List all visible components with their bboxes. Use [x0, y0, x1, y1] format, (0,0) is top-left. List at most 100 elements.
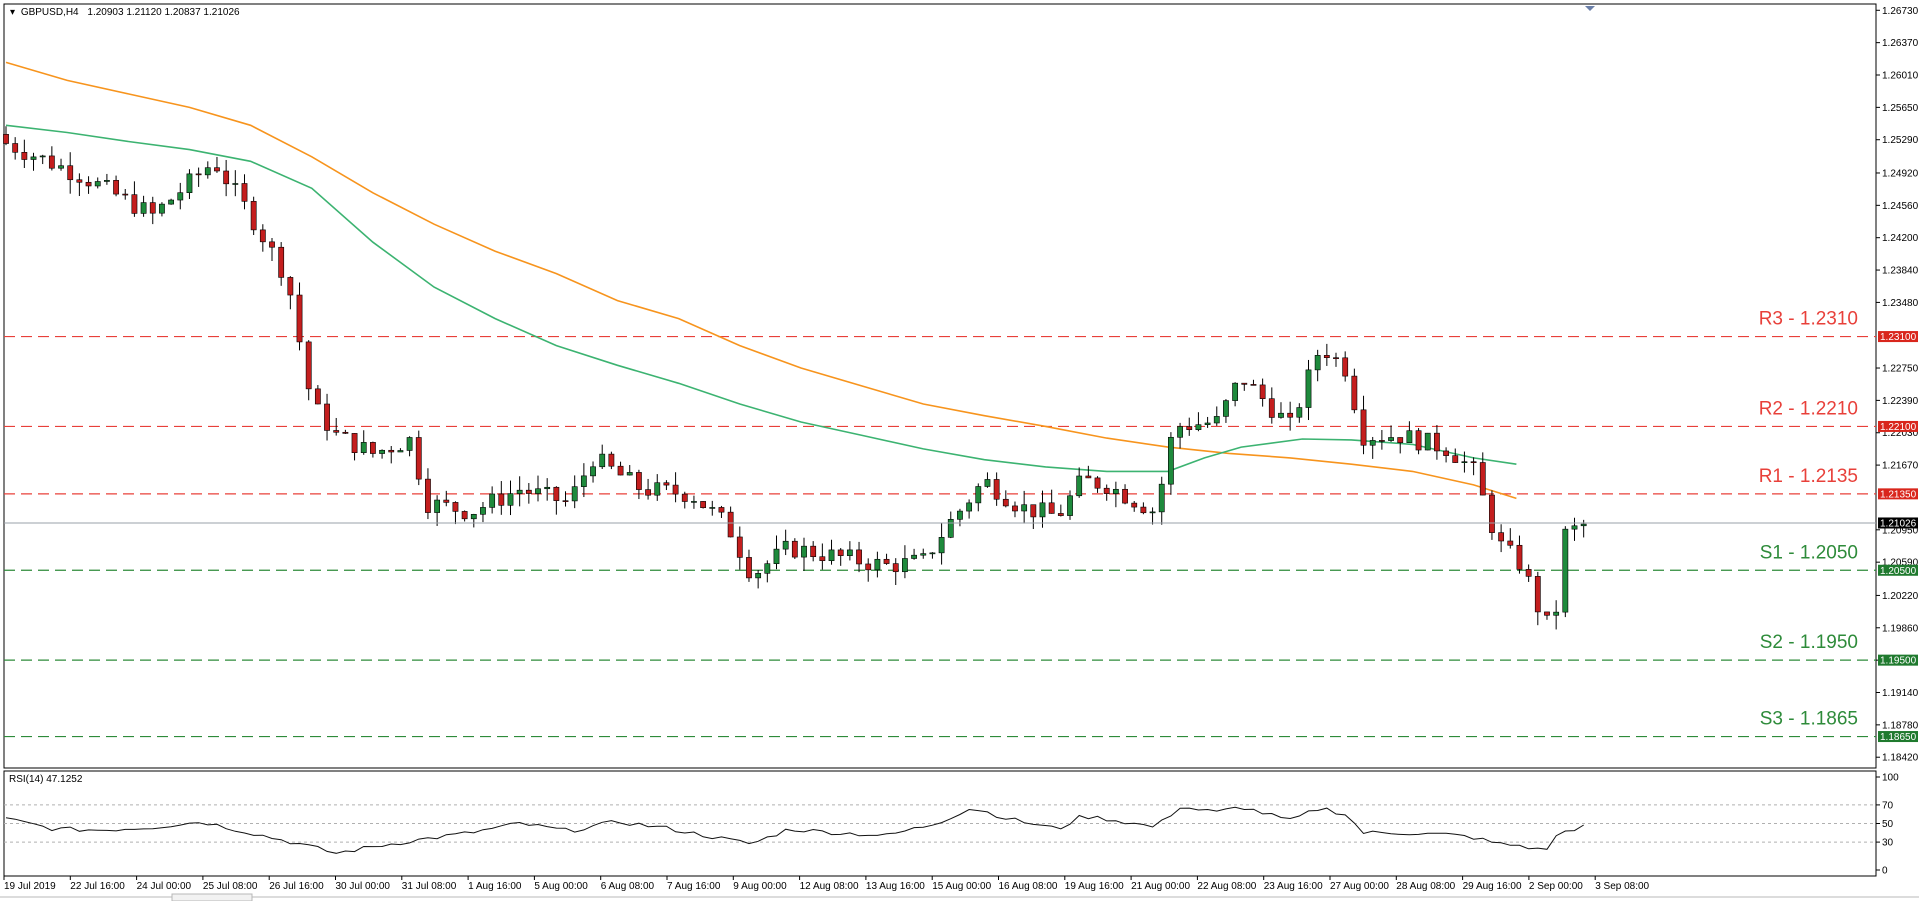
candle	[516, 476, 523, 507]
candle	[562, 491, 569, 507]
candle	[278, 242, 285, 286]
chart-tab[interactable]	[171, 893, 253, 901]
candle	[902, 545, 908, 579]
rsi-tick-label: 30	[1882, 838, 1894, 849]
time-tick-label: 30 Jul 00:00	[336, 881, 391, 892]
candle	[415, 430, 422, 486]
time-tick-label: 2 Sep 00:00	[1529, 881, 1583, 892]
candle	[1333, 352, 1339, 367]
price-tick-label: 1.22750	[1882, 364, 1919, 375]
candle	[746, 549, 752, 582]
candle	[103, 173, 110, 185]
levels-layer: R3 - 1.2310 R2 - 1.2210 R1 - 1.2135 S1 - 1.…	[4, 309, 1876, 738]
candle	[1323, 343, 1330, 366]
shift-marker-icon[interactable]	[1585, 6, 1595, 11]
candle	[1085, 465, 1092, 479]
candle	[1122, 484, 1128, 505]
candle	[480, 501, 486, 523]
moving-average-line-2	[5, 124, 1517, 473]
time-tick-label: 1 Aug 16:00	[468, 881, 522, 892]
candle	[1030, 504, 1037, 530]
candle	[1287, 401, 1294, 431]
candle	[1204, 416, 1211, 428]
candle	[938, 523, 945, 565]
price-tick-label: 1.26730	[1882, 6, 1919, 17]
current-price-tag-bg	[1878, 517, 1918, 529]
candle	[608, 451, 615, 470]
candle	[1250, 379, 1257, 386]
candle	[874, 551, 881, 578]
candle	[498, 481, 505, 515]
moving-averages-layer	[5, 61, 1517, 500]
candle	[1342, 351, 1349, 382]
candle	[773, 535, 780, 570]
rsi-line	[5, 806, 1584, 854]
candle	[214, 156, 220, 173]
level-label-r3: R3 - 1.2310	[1759, 309, 1858, 330]
candle	[1268, 387, 1275, 424]
candle	[1388, 425, 1394, 442]
price-tick-label: 1.24200	[1882, 233, 1919, 244]
time-tick-label: 31 Jul 08:00	[402, 881, 457, 892]
candle	[782, 529, 789, 556]
level-tag-bg-s2	[1878, 654, 1918, 666]
candle	[856, 541, 862, 573]
level-tag-bg-r1	[1878, 488, 1918, 500]
rsi-tick-label: 70	[1882, 800, 1894, 811]
candle	[1195, 412, 1202, 432]
candle	[369, 441, 376, 458]
candle	[67, 152, 74, 194]
candle	[883, 553, 890, 565]
candle	[489, 486, 496, 514]
time-tick-label: 23 Aug 16:00	[1264, 881, 1323, 892]
candle	[736, 526, 743, 570]
candle	[911, 548, 917, 560]
candle	[709, 500, 716, 516]
candle	[241, 174, 248, 210]
candle	[535, 475, 541, 502]
time-tick-label: 28 Aug 08:00	[1396, 881, 1455, 892]
moving-average-line-1	[5, 61, 1517, 500]
candle	[360, 430, 367, 455]
candle	[1461, 451, 1468, 473]
candle	[434, 495, 441, 526]
candle	[1534, 571, 1541, 626]
candle	[672, 472, 679, 503]
candle	[837, 548, 844, 566]
rsi-axis: 100 70 50 30 0	[1876, 773, 1899, 877]
candle	[12, 137, 19, 160]
candle	[1314, 349, 1321, 382]
time-tick-label: 6 Aug 08:00	[601, 881, 655, 892]
candle	[1158, 476, 1165, 525]
level-tag-bg-r2	[1878, 420, 1918, 432]
candle	[287, 276, 294, 310]
candle	[250, 196, 257, 236]
level-label-r2: R2 - 1.2210	[1759, 398, 1858, 419]
candle	[379, 449, 385, 459]
candle	[1415, 428, 1422, 455]
rsi-tick-label: 50	[1882, 819, 1894, 830]
candle	[1507, 528, 1514, 549]
time-tick-label: 24 Jul 00:00	[137, 881, 192, 892]
candle	[828, 539, 835, 565]
candle	[1397, 437, 1404, 454]
candle	[305, 340, 312, 401]
candle	[21, 139, 28, 168]
candle	[186, 169, 193, 199]
candle	[1048, 489, 1055, 514]
level-tags: 1.23100 1.22100 1.21350 1.20500 1.19500 1.186…	[1878, 331, 1918, 743]
time-tick-label: 9 Aug 00:00	[733, 881, 787, 892]
candle	[663, 480, 670, 491]
candle	[810, 541, 817, 562]
candle	[975, 483, 982, 512]
candle	[140, 195, 147, 217]
candle	[1259, 378, 1266, 407]
rsi-tick-label: 0	[1882, 866, 1888, 877]
candle	[865, 558, 872, 582]
candle	[1112, 481, 1119, 508]
chart-header: ▾ GBPUSD,H4 1.20903 1.21120 1.20837 1.21…	[10, 7, 240, 18]
candle	[177, 182, 184, 210]
candle	[791, 538, 798, 560]
candle	[993, 472, 1000, 506]
